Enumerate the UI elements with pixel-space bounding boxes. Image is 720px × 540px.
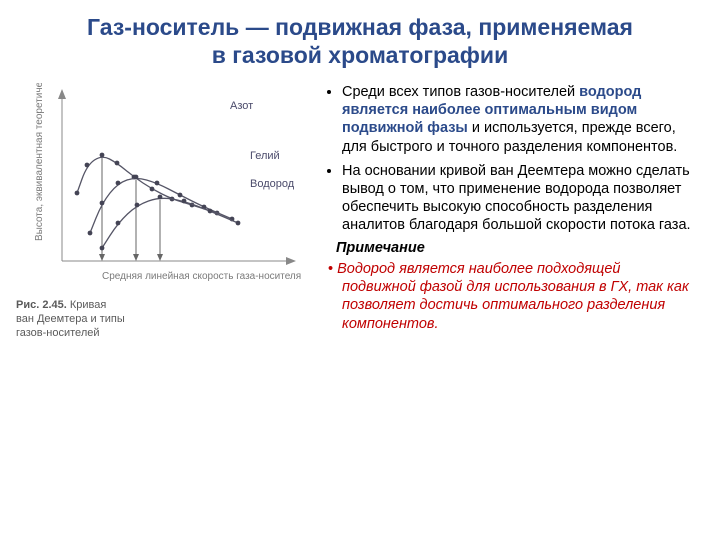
bullet-item: На основании кривой ван Деемтера можно с… [342,162,698,235]
bullet-list: Среди всех типов газов-носителей водород… [322,83,698,234]
slide: Газ-носитель — подвижная фаза, применяем… [0,0,720,540]
curve-Водород [102,199,238,249]
bullet-text: Среди всех типов газов-носителей [342,84,579,100]
title-line-1: Газ-носитель — подвижная фаза, применяем… [87,14,633,40]
right-column: Среди всех типов газов-носителей водород… [322,83,698,333]
curve-label-Гелий: Гелий [250,150,280,162]
note-heading: Примечание [336,240,698,256]
slide-title: Газ-носитель — подвижная фаза, применяем… [22,14,698,69]
van-deemter-chart: Высота, эквивалентная теоретической таре… [22,83,312,323]
y-axis-label: Высота, эквивалентная теоретической таре… [34,83,45,241]
bullet-item: Среди всех типов газов-носителей водород… [342,83,698,156]
curve-label-Водород: Водород [250,178,295,190]
x-axis-label: Средняя линейная скорость газа-носителя [102,271,301,282]
left-column: Высота, эквивалентная теоретической таре… [22,83,312,333]
figure-caption: Рис. 2.45. Кривая ван Деемтера и типы га… [16,299,126,340]
curve-label-Азот: Азот [230,100,253,112]
title-line-2: в газовой хроматографии [212,42,508,68]
note-body: Водород является наиболее подходящей под… [342,260,698,333]
caption-figure-number: Рис. 2.45. [16,299,67,311]
content-row: Высота, эквивалентная теоретической таре… [22,83,698,333]
bullet-text: На основании кривой ван Деемтера можно с… [342,163,691,233]
curve-Гелий [90,179,232,234]
curve-Азот [77,157,217,213]
